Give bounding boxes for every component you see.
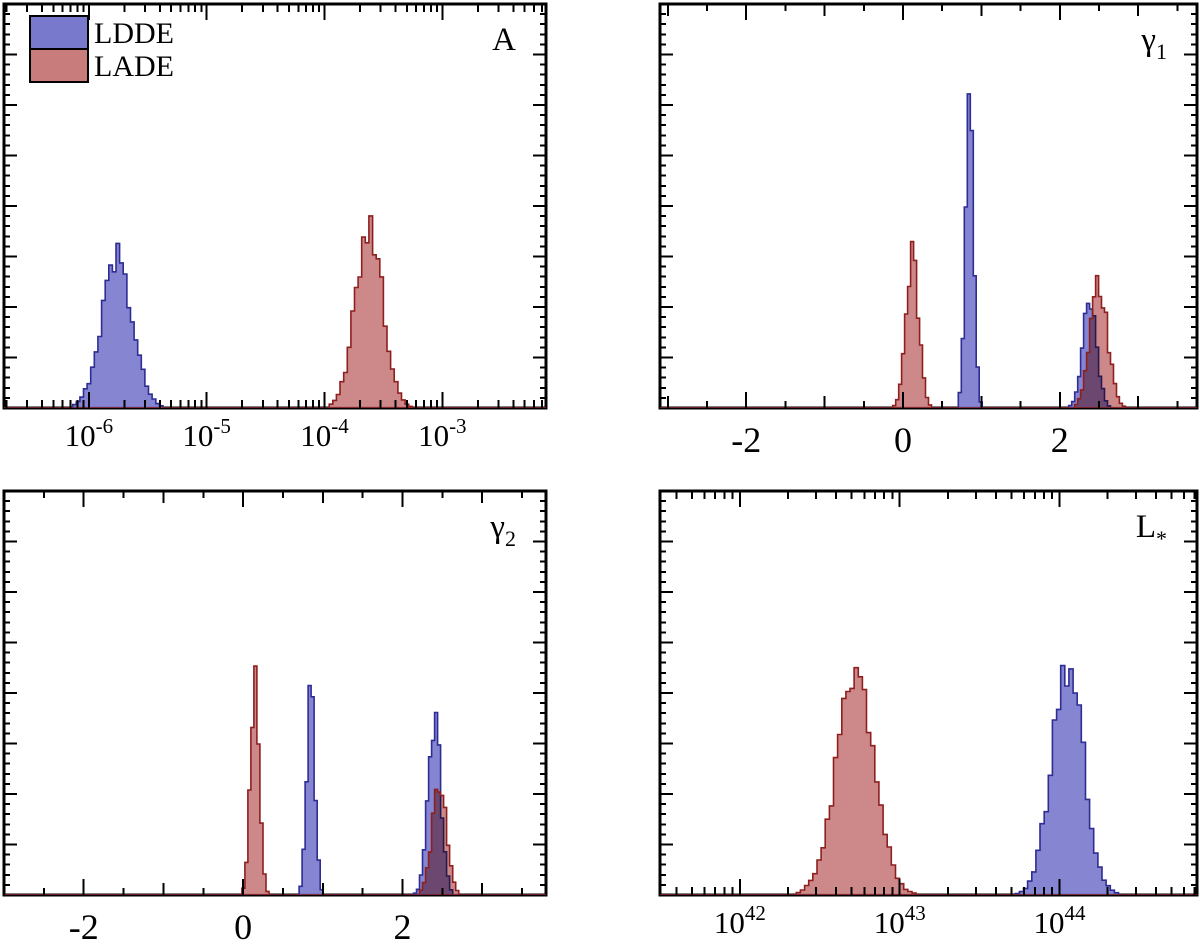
histograms <box>660 664 1197 895</box>
x-tick-label: 2 <box>1051 420 1069 460</box>
histograms <box>4 215 546 408</box>
legend-swatch-ldde <box>29 15 89 50</box>
x-tick-label: 0 <box>234 907 252 947</box>
histogram-ldde <box>4 684 546 895</box>
x-tick-label: 1042 <box>714 901 766 940</box>
panel-label: L* <box>1136 509 1167 551</box>
axis-frame <box>658 2 1199 410</box>
x-tick-labels: -2 0 2 <box>731 420 1069 460</box>
panel-gamma1: -2 0 2 γ1 <box>658 2 1199 460</box>
axis-frame <box>2 489 548 897</box>
axis-frame <box>658 489 1199 897</box>
x-tick-labels: 10-6 10-5 10-4 10-3 <box>65 414 467 453</box>
x-tick-label: -2 <box>731 420 761 460</box>
x-tick-labels: 1042 1043 1044 <box>714 901 1086 940</box>
axis-ticks <box>660 4 1197 408</box>
histogram-ldde <box>660 93 1197 408</box>
histogram-lade <box>4 215 546 408</box>
x-tick-label: 10-6 <box>65 414 114 453</box>
x-tick-label: 1044 <box>1034 901 1087 940</box>
x-tick-label: 10-4 <box>300 414 349 453</box>
x-tick-label: 1043 <box>874 901 926 940</box>
histogram-lade <box>4 665 546 895</box>
axis-ticks <box>660 491 1197 895</box>
legend-label-lade: LADE <box>94 50 174 83</box>
histogram-ldde <box>4 242 546 408</box>
axis-ticks <box>4 4 546 408</box>
histograms <box>4 665 546 895</box>
x-tick-label: 10-5 <box>182 414 231 453</box>
histograms <box>660 93 1197 408</box>
histogram-lade <box>660 240 1197 408</box>
x-tick-label: -2 <box>69 907 99 947</box>
legend-label-ldde: LDDE <box>94 17 174 50</box>
histogram-lade <box>660 666 1197 895</box>
panel-Lstar: 1042 1043 1044 L* <box>658 489 1199 940</box>
panel-label: A <box>492 22 516 58</box>
panel-label: γ2 <box>489 509 516 551</box>
panel-gamma2: -2 0 2 γ2 <box>2 489 548 947</box>
x-tick-label: 0 <box>894 420 912 460</box>
panel-label: γ1 <box>1140 22 1167 64</box>
legend-swatch-lade <box>29 48 89 83</box>
axis-ticks <box>3 491 546 895</box>
x-tick-label: 10-3 <box>418 414 467 453</box>
histogram-ldde <box>660 664 1197 895</box>
x-tick-labels: -2 0 2 <box>69 907 412 947</box>
x-tick-label: 2 <box>394 907 412 947</box>
